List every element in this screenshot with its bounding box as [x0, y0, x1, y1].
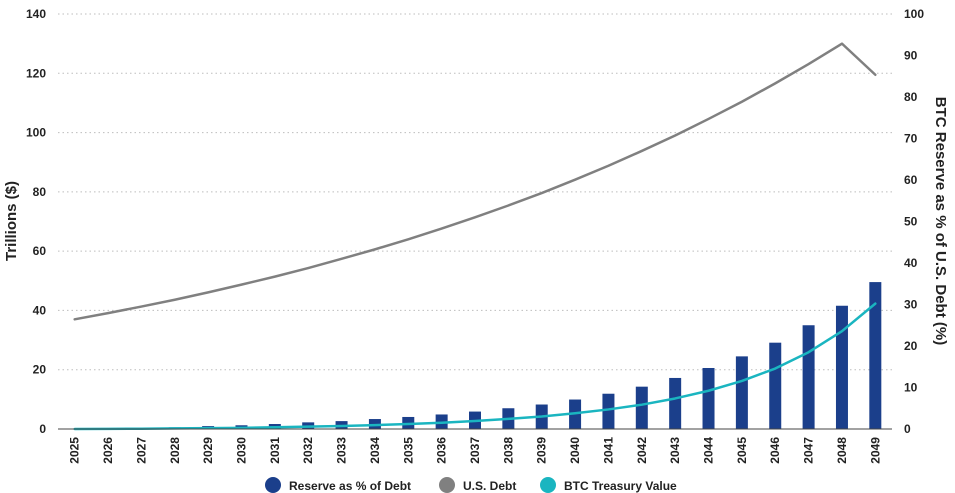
left-tick-label: 140 — [26, 7, 46, 21]
left-tick-label: 60 — [33, 244, 47, 258]
x-tick-label: 2037 — [468, 437, 482, 464]
x-tick-label: 2034 — [368, 437, 382, 464]
left-tick-label: 80 — [33, 185, 47, 199]
right-axis-title: BTC Reserve as % of U.S. Debt (%) — [932, 97, 949, 345]
bar-2048 — [835, 305, 848, 429]
x-tick-label: 2031 — [268, 437, 282, 464]
right-tick-label: 80 — [904, 90, 918, 104]
x-tick-label: 2030 — [234, 437, 248, 464]
right-tick-label: 40 — [904, 256, 918, 270]
x-tick-label: 2027 — [134, 437, 148, 464]
x-axis-ticks: 2025 2026 2027 2028 2029 2030 2031 2032 2033 2034… — [68, 437, 883, 464]
legend-label-btc-treasury-value: BTC Treasury Value — [564, 479, 677, 493]
x-tick-label: 2035 — [401, 437, 415, 464]
line-u-s-debt — [73, 42, 877, 321]
right-tick-label: 0 — [904, 422, 911, 436]
legend-label-u-s-debt: U.S. Debt — [463, 479, 516, 493]
right-tick-label: 30 — [904, 298, 918, 312]
x-tick-label: 2038 — [501, 437, 515, 464]
x-tick-label: 2049 — [868, 437, 882, 464]
legend-marker-u-s-debt — [439, 477, 455, 493]
bar-2045 — [735, 356, 748, 429]
bar-2043 — [669, 377, 682, 429]
line-btc-treasury-value — [73, 302, 877, 431]
bar-2042 — [635, 386, 648, 429]
x-tick-label: 2040 — [568, 437, 582, 464]
legend-marker-btc-treasury-value — [540, 477, 556, 493]
bar-series-reserve — [102, 282, 882, 429]
x-tick-label: 2036 — [435, 437, 449, 464]
left-tick-label: 0 — [39, 422, 46, 436]
x-tick-label: 2032 — [301, 437, 315, 464]
bar-2046 — [769, 342, 782, 429]
x-tick-label: 2025 — [68, 437, 82, 464]
right-tick-label: 100 — [904, 7, 924, 21]
right-tick-label: 50 — [904, 215, 918, 229]
line-series — [73, 42, 877, 431]
x-tick-label: 2039 — [535, 437, 549, 464]
x-tick-label: 2045 — [735, 437, 749, 464]
gridlines — [58, 13, 892, 371]
right-tick-label: 10 — [904, 381, 918, 395]
bar-2047 — [802, 325, 815, 429]
x-tick-label: 2026 — [101, 437, 115, 464]
legend-marker-reserve-as-of-debt — [265, 477, 281, 493]
bar-2041 — [602, 393, 615, 429]
legend-label-reserve-as-of-debt: Reserve as % of Debt — [289, 479, 411, 493]
left-tick-label: 120 — [26, 66, 46, 80]
right-tick-label: 90 — [904, 49, 918, 63]
right-axis-ticks: 0 10 20 30 40 50 60 70 80 90 100 — [904, 7, 924, 436]
left-axis-title: Trillions ($) — [3, 181, 20, 261]
right-tick-label: 70 — [904, 132, 918, 146]
right-tick-label: 60 — [904, 173, 918, 187]
left-tick-label: 40 — [33, 303, 47, 317]
left-tick-label: 100 — [26, 126, 46, 140]
left-axis-ticks: 0 20 40 60 80 100 120 140 — [26, 7, 46, 436]
x-tick-label: 2033 — [335, 437, 349, 464]
x-tick-label: 2044 — [702, 437, 716, 464]
bar-2049 — [869, 282, 882, 429]
x-tick-label: 2042 — [635, 437, 649, 464]
x-tick-label: 2028 — [168, 437, 182, 464]
legend: Reserve as % of Debt U.S. Debt BTC Treasur… — [265, 477, 677, 493]
x-tick-label: 2046 — [768, 437, 782, 464]
x-tick-label: 2041 — [601, 437, 615, 464]
bar-2044 — [702, 367, 715, 429]
x-tick-label: 2029 — [201, 437, 215, 464]
right-tick-label: 20 — [904, 339, 918, 353]
x-tick-label: 2048 — [835, 437, 849, 464]
x-tick-label: 2043 — [668, 437, 682, 464]
x-tick-label: 2047 — [802, 437, 816, 464]
left-tick-label: 20 — [33, 363, 47, 377]
